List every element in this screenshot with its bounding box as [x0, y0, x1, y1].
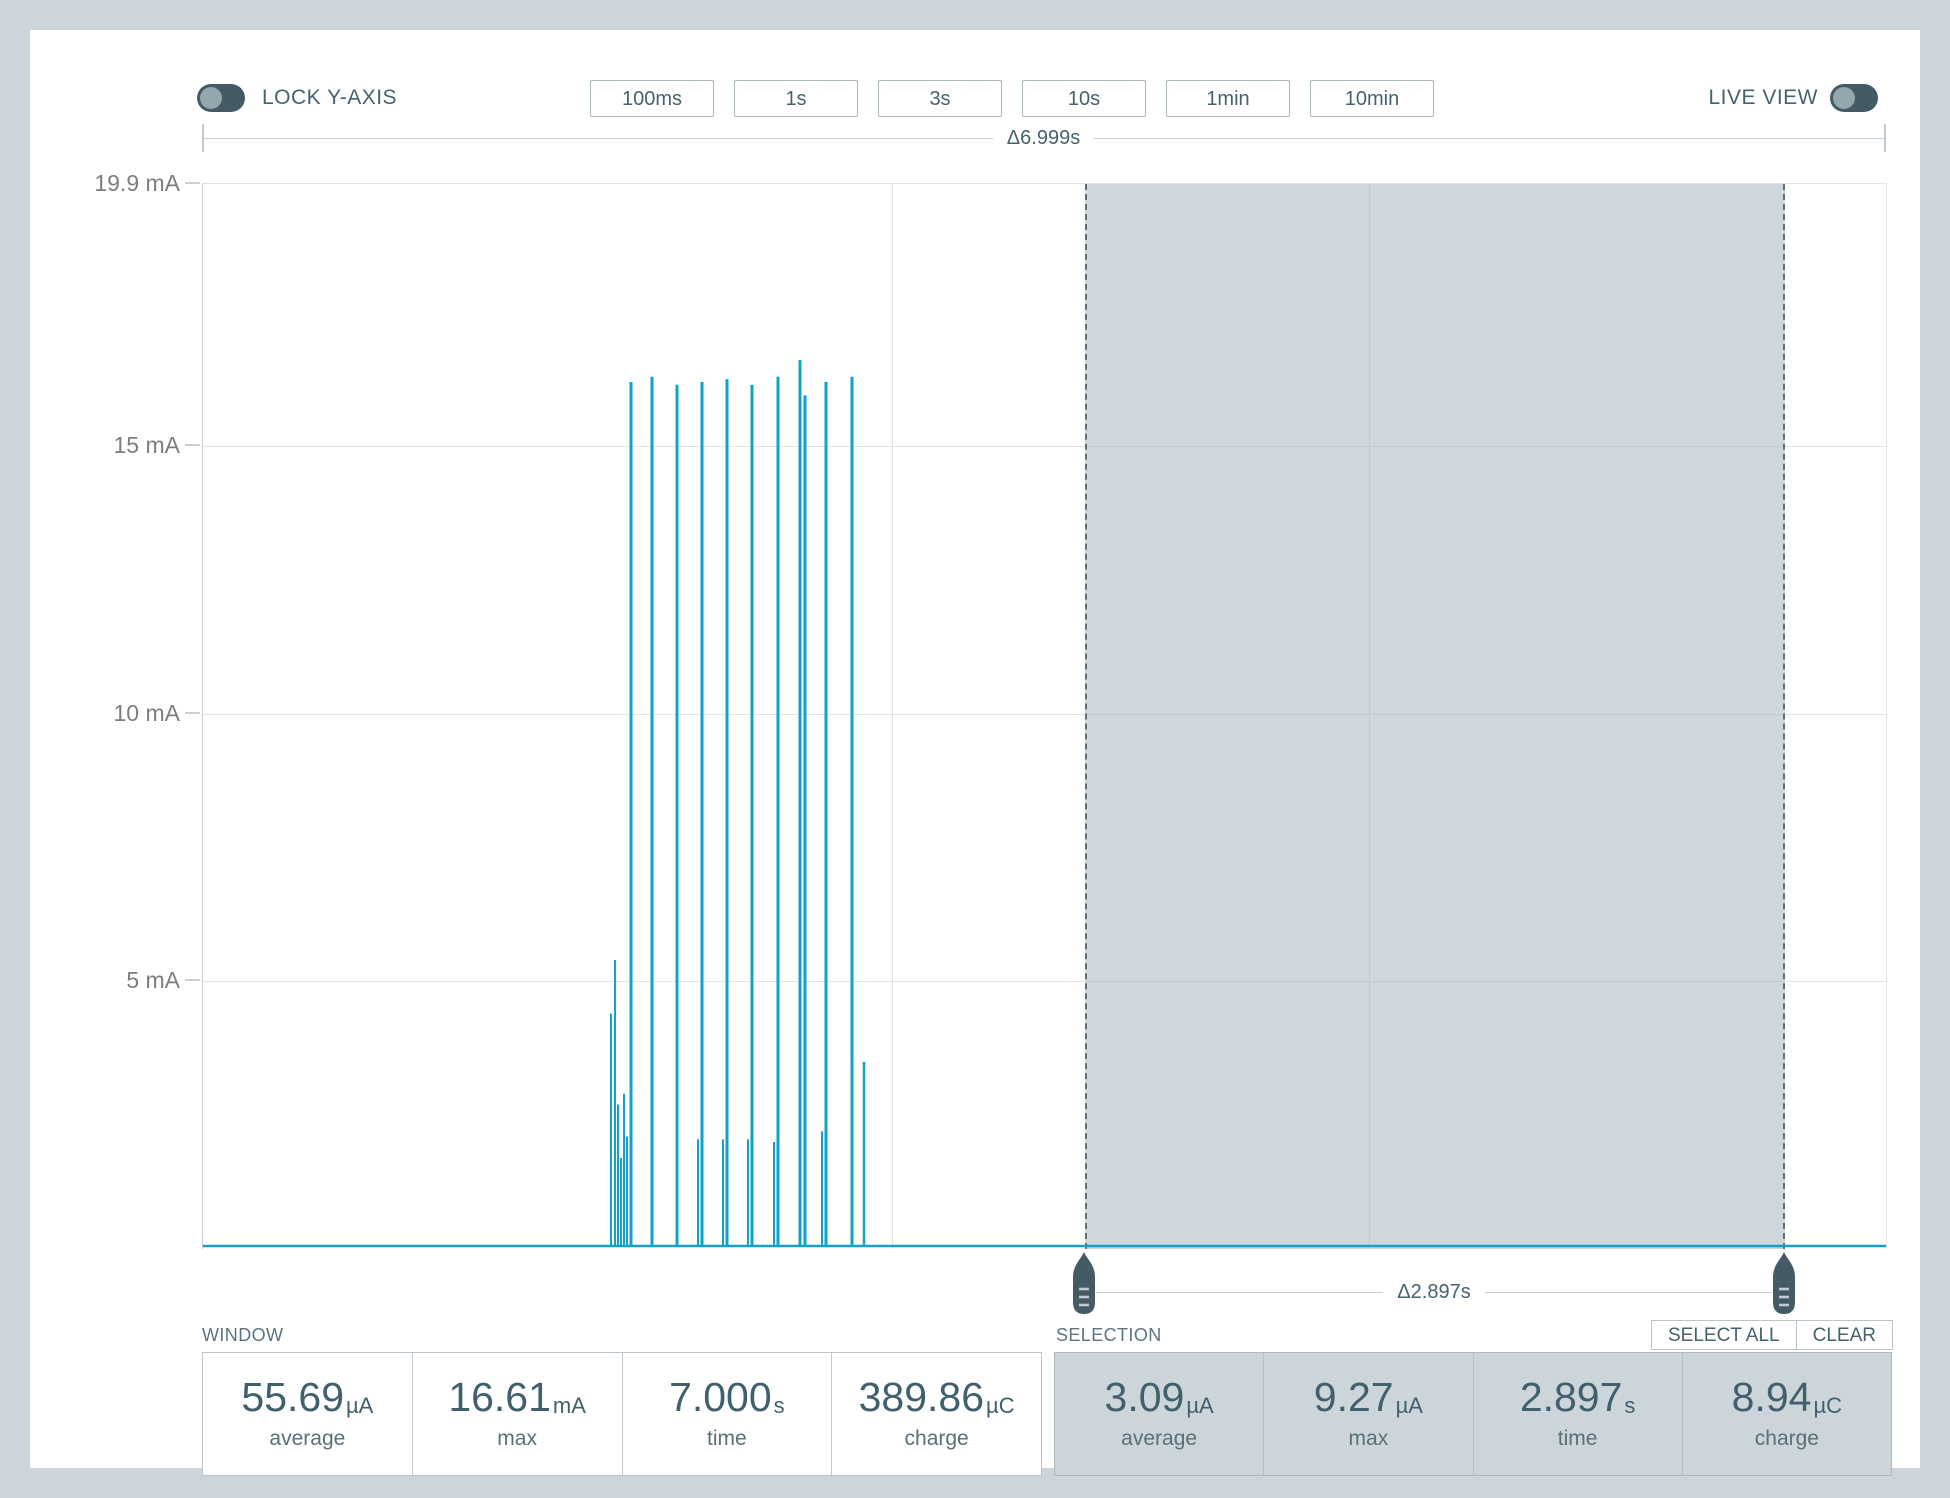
selection-right-handle[interactable]	[1773, 1252, 1795, 1314]
stat-label: charge	[1754, 1427, 1819, 1450]
stat-label: average	[1121, 1427, 1198, 1450]
selection-delta-label: Δ2.897s	[1397, 1280, 1471, 1303]
stat-unit: µA	[1186, 1393, 1214, 1418]
y-tick-19-9ma: 19.9 mA	[94, 170, 180, 196]
window-delta-label: Δ6.999s	[1006, 126, 1081, 149]
selection-actions: SELECT ALL CLEAR	[1651, 1320, 1893, 1350]
stat-label: charge	[904, 1427, 969, 1450]
selection-region[interactable]	[1085, 184, 1785, 1249]
chart-plot-area[interactable]	[202, 183, 1887, 1249]
window-max-stat: 16.61mA max	[411, 1353, 622, 1475]
stat-label: time	[1557, 1427, 1598, 1450]
stat-unit: µC	[986, 1393, 1015, 1418]
stat-value: 16.61mA	[448, 1374, 586, 1420]
vertical-gridline	[892, 184, 893, 1249]
bracket-right-tick	[1884, 124, 1886, 152]
stat-unit: s	[1624, 1393, 1636, 1418]
stat-value: 389.86µC	[858, 1374, 1015, 1420]
selection-section-label: SELECTION	[1056, 1325, 1162, 1345]
y-tick-mark	[185, 182, 200, 184]
bracket-line	[202, 137, 993, 139]
stat-unit: mA	[552, 1393, 586, 1418]
selection-stats-panel: 3.09µA average 9.27µA max 2.897s time 8.…	[1054, 1352, 1892, 1476]
selection-delta-bracket: Δ2.897s	[1096, 1279, 1773, 1305]
selection-left-handle[interactable]	[1073, 1252, 1095, 1314]
app-panel: LOCK Y-AXIS 100ms 1s 3s 10s 1min 10min L…	[30, 30, 1920, 1476]
bracket-line	[1094, 137, 1886, 139]
window-average-stat: 55.69µA average	[203, 1353, 412, 1475]
y-tick-mark	[185, 979, 200, 981]
stat-unit: µC	[1813, 1393, 1843, 1418]
stat-unit: µA	[346, 1393, 374, 1418]
stat-value: 2.897s	[1519, 1374, 1636, 1420]
toggle-knob-icon	[200, 87, 222, 109]
current-trace	[203, 360, 1886, 1248]
stat-value: 55.69µA	[241, 1374, 374, 1420]
stat-label: average	[269, 1427, 346, 1450]
stat-value: 7.000s	[669, 1374, 785, 1420]
toggle-knob-icon	[1833, 87, 1855, 109]
range-button-1s[interactable]: 1s	[734, 80, 858, 117]
stat-label: max	[1348, 1427, 1389, 1450]
horizontal-gridline	[203, 981, 1886, 982]
stat-label: max	[497, 1427, 537, 1450]
selection-max-stat: 9.27µA max	[1263, 1353, 1472, 1475]
stat-value: 8.94µC	[1731, 1374, 1843, 1420]
stat-unit: s	[773, 1393, 785, 1418]
window-stats-panel: 55.69µA average 16.61mA max 7.000s time …	[202, 1352, 1042, 1476]
live-view-label: LIVE VIEW	[1708, 86, 1818, 109]
bracket-line	[1484, 1291, 1773, 1293]
selection-time-stat: 2.897s time	[1472, 1353, 1682, 1475]
stat-label: time	[707, 1427, 747, 1450]
live-view-toggle[interactable]	[1830, 84, 1878, 112]
y-tick-mark	[185, 444, 200, 446]
stat-value: 9.27µA	[1313, 1374, 1423, 1420]
selection-charge-stat: 8.94µC charge	[1681, 1353, 1891, 1475]
range-button-10s[interactable]: 10s	[1022, 80, 1146, 117]
clear-button[interactable]: CLEAR	[1795, 1321, 1892, 1349]
range-button-3s[interactable]: 3s	[878, 80, 1002, 117]
y-tick-mark	[185, 712, 200, 714]
selection-average-stat: 3.09µA average	[1055, 1353, 1263, 1475]
window-section-label: WINDOW	[202, 1325, 284, 1345]
y-tick-10ma: 10 mA	[113, 700, 180, 726]
bracket-line	[1096, 1291, 1384, 1293]
lock-y-axis-label: LOCK Y-AXIS	[262, 86, 398, 109]
horizontal-gridline	[203, 446, 1886, 447]
y-tick-5ma: 5 mA	[126, 967, 180, 993]
range-button-100ms[interactable]: 100ms	[590, 80, 714, 117]
range-button-10min[interactable]: 10min	[1310, 80, 1434, 117]
bracket-left-tick	[202, 124, 204, 152]
y-tick-15ma: 15 mA	[113, 432, 180, 458]
stat-unit: µA	[1395, 1393, 1423, 1418]
window-charge-stat: 389.86µC charge	[831, 1353, 1041, 1475]
range-button-1min[interactable]: 1min	[1166, 80, 1290, 117]
stat-value: 3.09µA	[1104, 1374, 1214, 1420]
horizontal-gridline	[203, 714, 1886, 715]
window-delta-bracket: Δ6.999s	[202, 125, 1886, 151]
window-time-stat: 7.000s time	[621, 1353, 832, 1475]
lock-y-axis-toggle[interactable]	[197, 84, 245, 112]
select-all-button[interactable]: SELECT ALL	[1652, 1321, 1796, 1349]
